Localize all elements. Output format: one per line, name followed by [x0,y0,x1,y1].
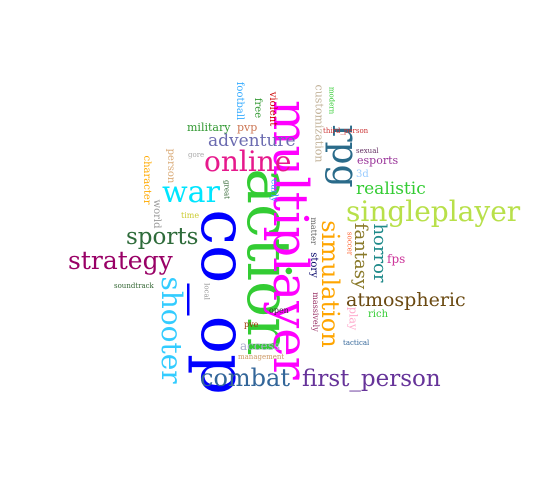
word-third-person: third_person [323,127,369,135]
word-sports: sports [126,224,199,250]
word-rich: rich [368,309,389,320]
word-access: access [240,339,281,353]
word-open: open [269,306,289,315]
word-fps: fps [387,252,406,266]
word-military: military [187,121,231,134]
word-free: free [252,97,263,119]
word-shooter: shooter [155,276,188,384]
word-local: local [202,283,211,300]
word-character: character [141,155,152,205]
word-adventure: adventure [208,131,296,151]
word-combat: combat [200,364,290,392]
word-simulation: simulation [316,220,344,348]
word-first-person: first_person [302,366,441,392]
word-soccer: soccer [345,231,354,256]
word-singleplayer: singleplayer [346,195,521,228]
word-gore: gore [188,151,205,159]
word-customization: customization [312,84,326,163]
word-great: great [222,180,231,199]
word-massively: massively [311,292,320,332]
word-pve: pve [244,320,259,329]
word-modern: modern [327,86,336,115]
word-matter: matter [309,217,318,245]
word-realistic: realistic [356,179,426,199]
word-pvp: pvp [237,121,258,134]
word-war: war [162,175,220,210]
word-football: football [234,81,245,121]
word-management: management [238,353,285,361]
word-story: story [308,252,319,278]
word-sexual: sexual [356,147,379,155]
word-esports: esports [357,154,399,167]
word-atmospheric: atmospheric [346,289,466,311]
word-tactical: tactical [343,339,370,347]
word-soundtrack: soundtrack [114,282,154,290]
word-early: early [268,179,279,202]
word-online: online [204,145,292,178]
word-person: person [165,148,176,184]
word-fantasy: fantasy [350,222,371,290]
word-3d: 3d [356,169,369,180]
word-horror: horror [369,223,390,283]
word-strategy: strategy [68,246,173,275]
word-play: play [346,306,360,331]
word-time: time [181,211,200,220]
word-world: world [151,199,162,229]
word-violent: violent [267,91,278,127]
